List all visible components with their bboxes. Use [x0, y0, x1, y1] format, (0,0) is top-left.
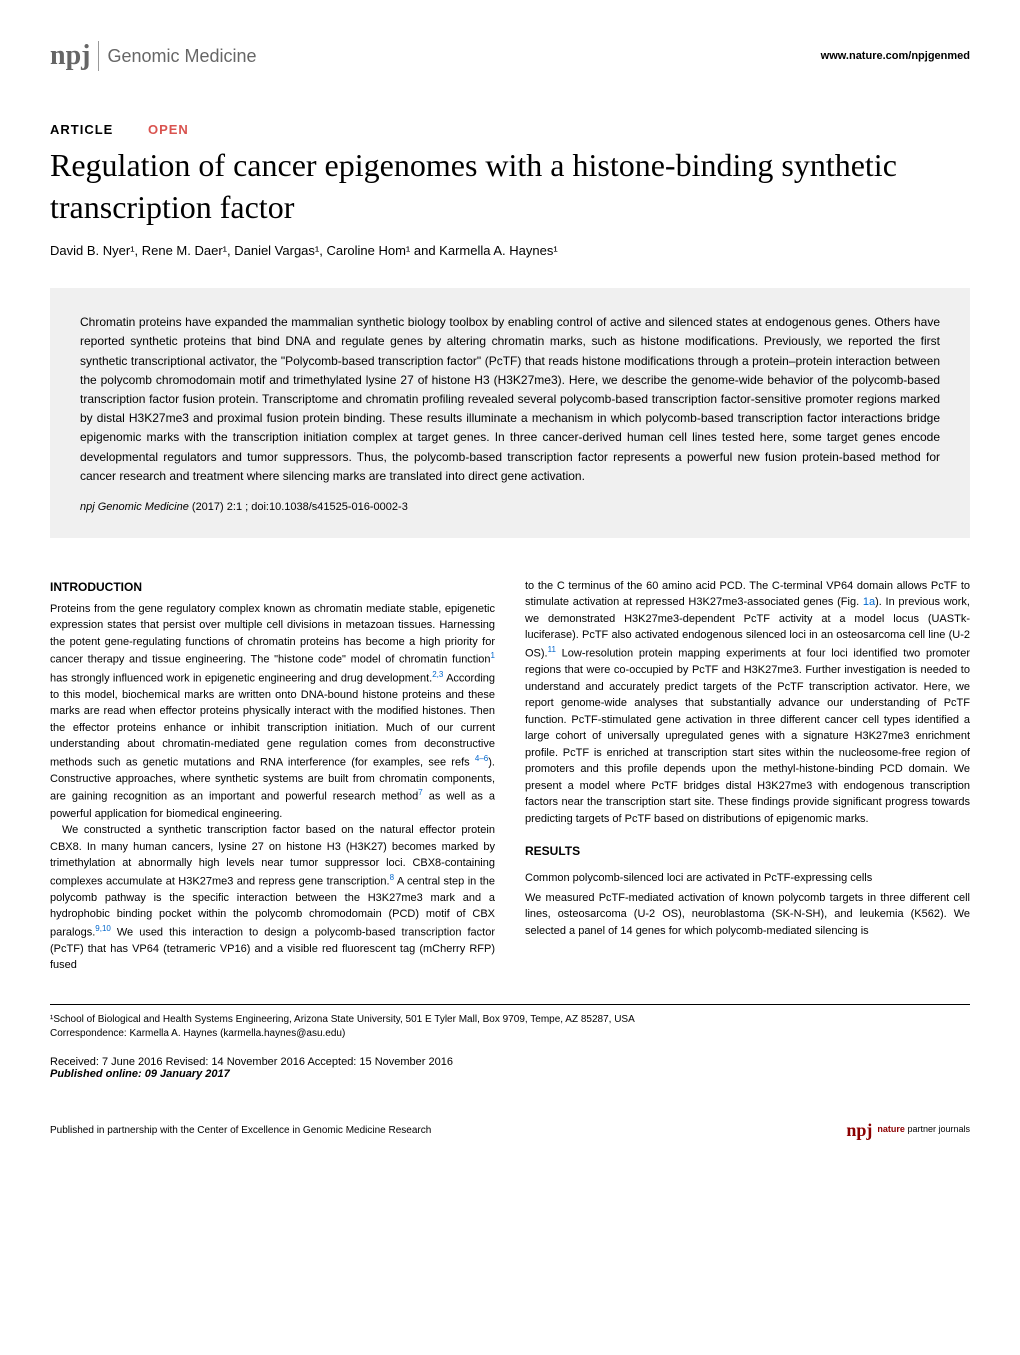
ref-link[interactable]: 9,10 — [95, 924, 111, 933]
logo-divider — [98, 41, 99, 71]
partner-logo: npj nature partner journals — [846, 1120, 970, 1141]
partnership-text: Published in partnership with the Center… — [50, 1125, 431, 1136]
results-subheading: Common polycomb-silenced loci are activa… — [525, 870, 970, 887]
citation-line: npj Genomic Medicine (2017) 2:1 ; doi:10… — [80, 501, 940, 513]
partner-text-block: nature partner journals — [877, 1125, 970, 1135]
col2-paragraph-1: to the C terminus of the 60 amino acid P… — [525, 578, 970, 827]
abstract-container: Chromatin proteins have expanded the mam… — [50, 288, 970, 538]
nature-label: nature — [877, 1124, 905, 1134]
intro-text-1a: Proteins from the gene regulatory comple… — [50, 603, 495, 666]
intro-paragraph-1: Proteins from the gene regulatory comple… — [50, 601, 495, 822]
page-footer: Published in partnership with the Center… — [50, 1120, 970, 1141]
author-list: David B. Nyer¹, Rene M. Daer¹, Daniel Va… — [50, 243, 970, 258]
citation-journal: npj Genomic Medicine — [80, 501, 189, 513]
affiliation-block: ¹School of Biological and Health Systems… — [50, 1004, 970, 1041]
figure-link[interactable]: 1a — [863, 596, 875, 608]
intro-text-1c: According to this model, biochemical mar… — [50, 672, 495, 768]
left-column: INTRODUCTION Proteins from the gene regu… — [50, 578, 495, 974]
ref-link[interactable]: 4–6 — [475, 754, 488, 763]
ref-link[interactable]: 2,3 — [432, 670, 443, 679]
journal-logo: npj Genomic Medicine — [50, 40, 257, 72]
article-type-row: ARTICLE OPEN — [50, 122, 970, 137]
correspondence-text: Correspondence: Karmella A. Haynes (karm… — [50, 1027, 970, 1041]
citation-doi: doi:10.1038/s41525-016-0002-3 — [251, 501, 408, 513]
article-type-label: ARTICLE — [50, 122, 113, 137]
introduction-heading: INTRODUCTION — [50, 578, 495, 596]
results-paragraph-1: We measured PcTF-mediated activation of … — [525, 890, 970, 940]
logo-subtitle: Genomic Medicine — [107, 46, 256, 67]
dates-block: Received: 7 June 2016 Revised: 14 Novemb… — [50, 1056, 970, 1080]
intro-paragraph-2: We constructed a synthetic transcription… — [50, 822, 495, 974]
two-column-body: INTRODUCTION Proteins from the gene regu… — [50, 578, 970, 974]
partner-journals-label: partner journals — [907, 1124, 970, 1134]
affiliation-text: ¹School of Biological and Health Systems… — [50, 1013, 970, 1027]
results-heading: RESULTS — [525, 842, 970, 860]
col2-text-1c: Low-resolution protein mapping experimen… — [525, 648, 970, 825]
ref-link[interactable]: 11 — [548, 645, 556, 654]
open-access-badge: OPEN — [148, 122, 189, 137]
intro-text-1b: has strongly influenced work in epigenet… — [50, 672, 432, 684]
abstract-text: Chromatin proteins have expanded the mam… — [80, 313, 940, 486]
citation-vol: 2:1 ; — [227, 501, 248, 513]
ref-link[interactable]: 1 — [491, 651, 495, 660]
received-dates: Received: 7 June 2016 Revised: 14 Novemb… — [50, 1056, 970, 1068]
intro-text-2c: We used this interaction to design a pol… — [50, 926, 495, 971]
page-header: npj Genomic Medicine www.nature.com/npjg… — [50, 40, 970, 72]
footer-npj-logo: npj — [846, 1120, 872, 1141]
journal-url[interactable]: www.nature.com/npjgenmed — [821, 50, 970, 62]
published-date: Published online: 09 January 2017 — [50, 1068, 970, 1080]
article-title: Regulation of cancer epigenomes with a h… — [50, 145, 970, 228]
citation-year: (2017) — [192, 501, 224, 513]
logo-npj-text: npj — [50, 40, 90, 72]
right-column: to the C terminus of the 60 amino acid P… — [525, 578, 970, 974]
